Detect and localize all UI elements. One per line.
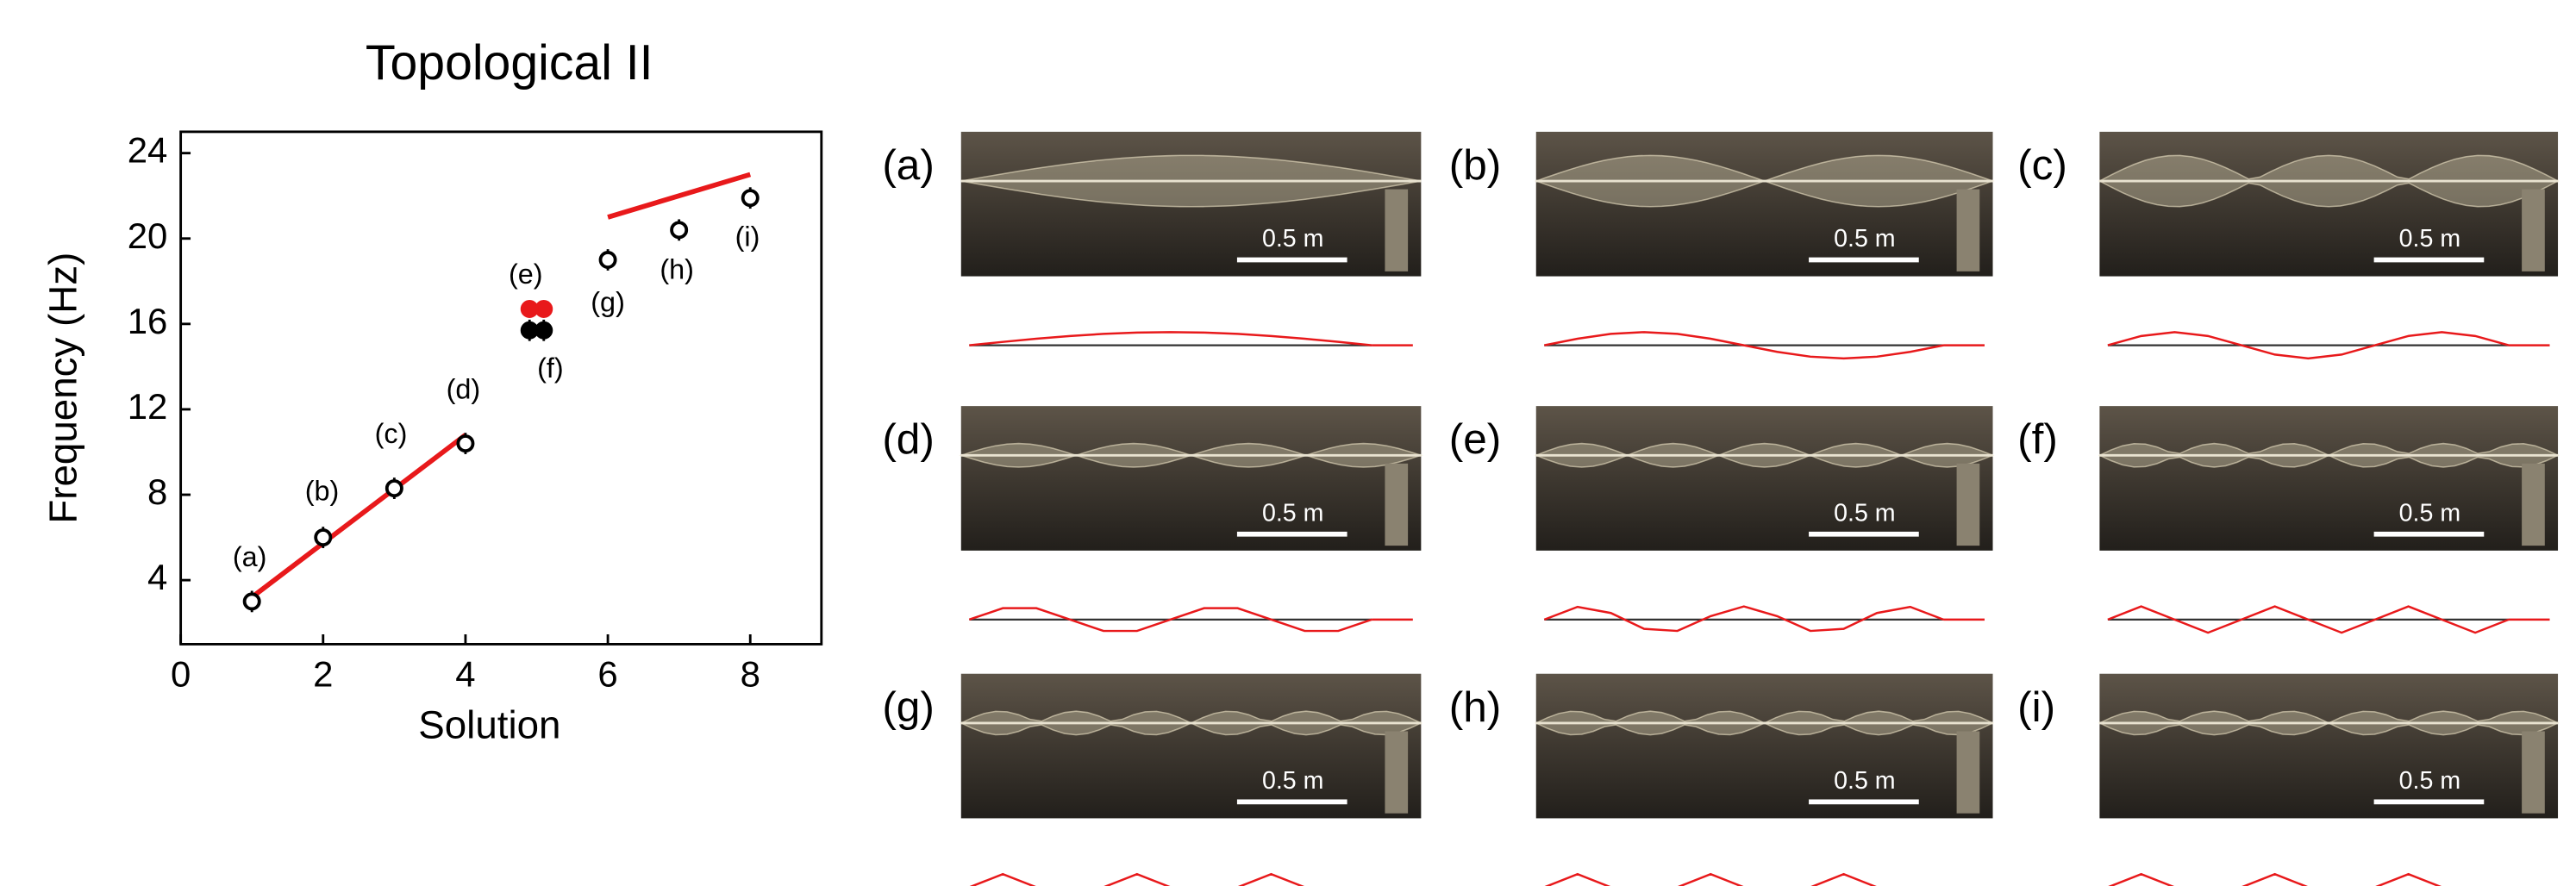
- x-axis-label: Solution: [418, 703, 560, 747]
- y-axis-label: Frequency (Hz): [41, 253, 84, 524]
- shaker: [2522, 189, 2545, 271]
- scale-label: 0.5 m: [1834, 499, 1895, 527]
- data-point: [670, 221, 689, 240]
- photo: [1535, 131, 1993, 277]
- annotation: (g): [591, 287, 625, 318]
- scale-label: 0.5 m: [1262, 767, 1323, 795]
- annotation: (h): [660, 253, 694, 284]
- shaker: [1385, 731, 1409, 814]
- scale-label: 0.5 m: [2399, 225, 2460, 253]
- scale-label: 0.5 m: [1262, 225, 1323, 253]
- x-tick-label: 6: [597, 654, 617, 695]
- annotation: (e): [509, 259, 543, 290]
- photo: [2099, 673, 2559, 819]
- photo: [960, 673, 1422, 819]
- annotation: (b): [305, 476, 340, 507]
- data-point: [456, 434, 475, 453]
- y-tick-label: 4: [147, 557, 167, 597]
- mode-shape: [1544, 331, 1944, 360]
- data-point: [314, 528, 333, 547]
- y-tick-label: 16: [128, 301, 168, 341]
- annotation: (d): [447, 374, 481, 405]
- data-point: [520, 300, 539, 318]
- data-point: [535, 321, 553, 340]
- scale-label: 0.5 m: [2399, 499, 2460, 527]
- x-tick-label: 0: [171, 654, 191, 695]
- mode-shape: [2107, 331, 2510, 360]
- panel-label: (b): [1449, 141, 1502, 189]
- scale-label: 0.5 m: [2399, 767, 2460, 795]
- panel-label: (i): [2017, 683, 2055, 731]
- data-point: [242, 592, 261, 611]
- mode-shape: [2108, 872, 2442, 886]
- annotation: (c): [375, 418, 408, 449]
- photo: [2099, 406, 2559, 551]
- mode-shape: [1544, 872, 1877, 886]
- shaker: [1956, 189, 1980, 271]
- shaker: [1956, 731, 1980, 814]
- shaker: [2522, 731, 2545, 814]
- shaker: [1385, 189, 1409, 271]
- panel-label: (h): [1449, 683, 1502, 731]
- panel-label: (c): [2017, 141, 2067, 189]
- data-point: [535, 300, 553, 318]
- photo: [960, 406, 1422, 551]
- x-tick-label: 4: [455, 654, 475, 695]
- mode-shape: [1543, 605, 1944, 633]
- photo: [1535, 673, 1993, 819]
- shaker: [1956, 463, 1980, 546]
- mode-shape: [969, 331, 1372, 346]
- y-tick-label: 12: [128, 386, 168, 427]
- x-tick-label: 2: [313, 654, 333, 695]
- data-point: [520, 321, 539, 340]
- fit-line: [607, 172, 752, 220]
- panel-label: (d): [882, 415, 935, 463]
- chart-title: Topological II: [366, 35, 653, 90]
- panel-label: (g): [882, 683, 935, 731]
- photo: [1535, 406, 1993, 551]
- y-tick-label: 8: [147, 471, 167, 512]
- y-tick-label: 24: [128, 130, 168, 171]
- annotation: (i): [735, 221, 760, 252]
- data-point: [598, 251, 617, 270]
- annotation: (a): [233, 541, 267, 572]
- mode-shape: [969, 872, 1305, 886]
- panel-label: (f): [2017, 415, 2058, 463]
- scale-label: 0.5 m: [1834, 225, 1895, 253]
- y-tick-label: 20: [128, 215, 168, 256]
- data-point: [741, 189, 760, 208]
- scale-label: 0.5 m: [1262, 499, 1323, 527]
- shaker: [2522, 463, 2545, 546]
- x-tick-label: 8: [741, 654, 760, 695]
- mode-shape: [2107, 605, 2510, 634]
- mode-shape: [968, 607, 1372, 633]
- fit-line: [250, 433, 467, 600]
- plot-frame: [179, 130, 823, 646]
- scale-label: 0.5 m: [1834, 767, 1895, 795]
- data-point: [385, 479, 403, 498]
- annotation: (f): [537, 353, 564, 384]
- shaker: [1385, 463, 1409, 546]
- panel-label: (a): [882, 141, 935, 189]
- panel-label: (e): [1449, 415, 1502, 463]
